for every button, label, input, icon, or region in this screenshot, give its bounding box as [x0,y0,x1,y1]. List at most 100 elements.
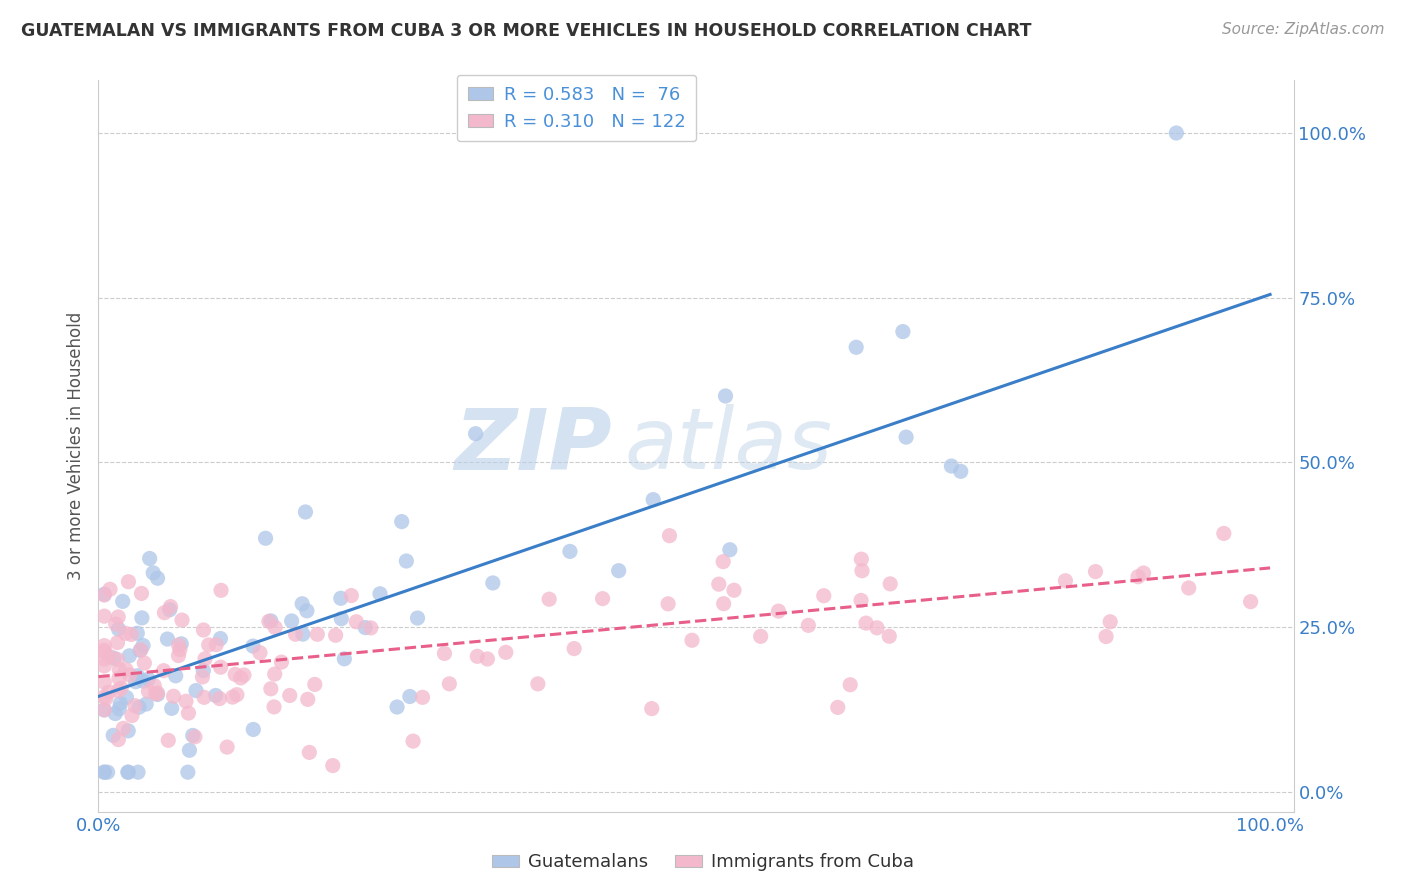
Point [111,594,134,608]
Point [1126,570,1149,584]
Point [142,566,165,580]
Point [330,612,353,626]
Point [115,690,138,705]
Point [129,643,152,657]
Point [191,670,214,684]
Point [193,623,215,637]
Point [607,564,630,578]
Point [1239,595,1261,609]
Point [229,671,252,685]
Point [98,582,121,597]
Point [707,577,730,591]
Point [340,589,363,603]
Point [108,662,131,676]
Point [260,614,283,628]
Point [167,648,190,663]
Point [711,555,734,569]
Point [94,691,117,706]
Point [107,610,129,624]
Point [329,591,352,606]
Point [165,669,187,683]
Point [221,690,243,705]
Point [157,733,180,747]
Point [132,639,155,653]
Point [93,643,115,657]
Point [93,690,115,704]
Point [297,692,319,706]
Point [1084,565,1107,579]
Point [242,723,264,737]
Point [768,604,790,618]
Text: ZIP: ZIP [454,404,613,488]
Point [325,628,347,642]
Point [162,690,184,704]
Point [93,659,115,673]
Point [124,674,146,689]
Point [124,698,146,713]
Point [97,765,120,780]
Point [225,688,247,702]
Point [208,691,231,706]
Point [263,667,285,681]
Point [103,728,125,742]
Point [135,697,157,711]
Point [1099,615,1122,629]
Point [93,765,115,780]
Point [294,505,316,519]
Point [385,700,408,714]
Point [562,641,585,656]
Point [204,689,226,703]
Point [98,649,121,664]
Point [855,616,877,631]
Point [127,765,149,780]
Point [827,700,849,714]
Point [254,531,277,545]
Point [110,696,132,710]
Point [641,701,664,715]
Point [170,637,193,651]
Point [134,656,156,670]
Point [242,639,264,653]
Point [295,604,318,618]
Point [128,700,150,714]
Point [232,668,254,682]
Point [558,544,581,558]
Point [108,702,131,716]
Point [538,592,561,607]
Point [402,734,425,748]
Point [412,690,434,705]
Point [749,629,772,643]
Point [115,663,138,677]
Y-axis label: 3 or more Vehicles in Household: 3 or more Vehicles in Household [66,312,84,580]
Point [249,646,271,660]
Point [209,660,232,674]
Text: GUATEMALAN VS IMMIGRANTS FROM CUBA 3 OR MORE VEHICLES IN HOUSEHOLD CORRELATION C: GUATEMALAN VS IMMIGRANTS FROM CUBA 3 OR … [21,22,1032,40]
Point [93,652,115,666]
Point [217,740,239,755]
Point [322,758,344,772]
Point [304,677,326,691]
Point [465,649,488,664]
Point [658,529,681,543]
Point [93,639,115,653]
Point [193,690,215,705]
Point [104,617,127,632]
Point [224,667,246,681]
Point [107,652,129,666]
Point [263,699,285,714]
Point [209,583,232,598]
Point [120,627,142,641]
Point [291,627,314,641]
Point [681,633,703,648]
Point [107,683,129,698]
Point [657,597,679,611]
Point [159,603,181,617]
Point [118,668,141,682]
Point [439,677,461,691]
Point [307,627,329,641]
Point [93,703,115,717]
Point [849,593,872,607]
Point [127,626,149,640]
Point [160,701,183,715]
Point [839,678,862,692]
